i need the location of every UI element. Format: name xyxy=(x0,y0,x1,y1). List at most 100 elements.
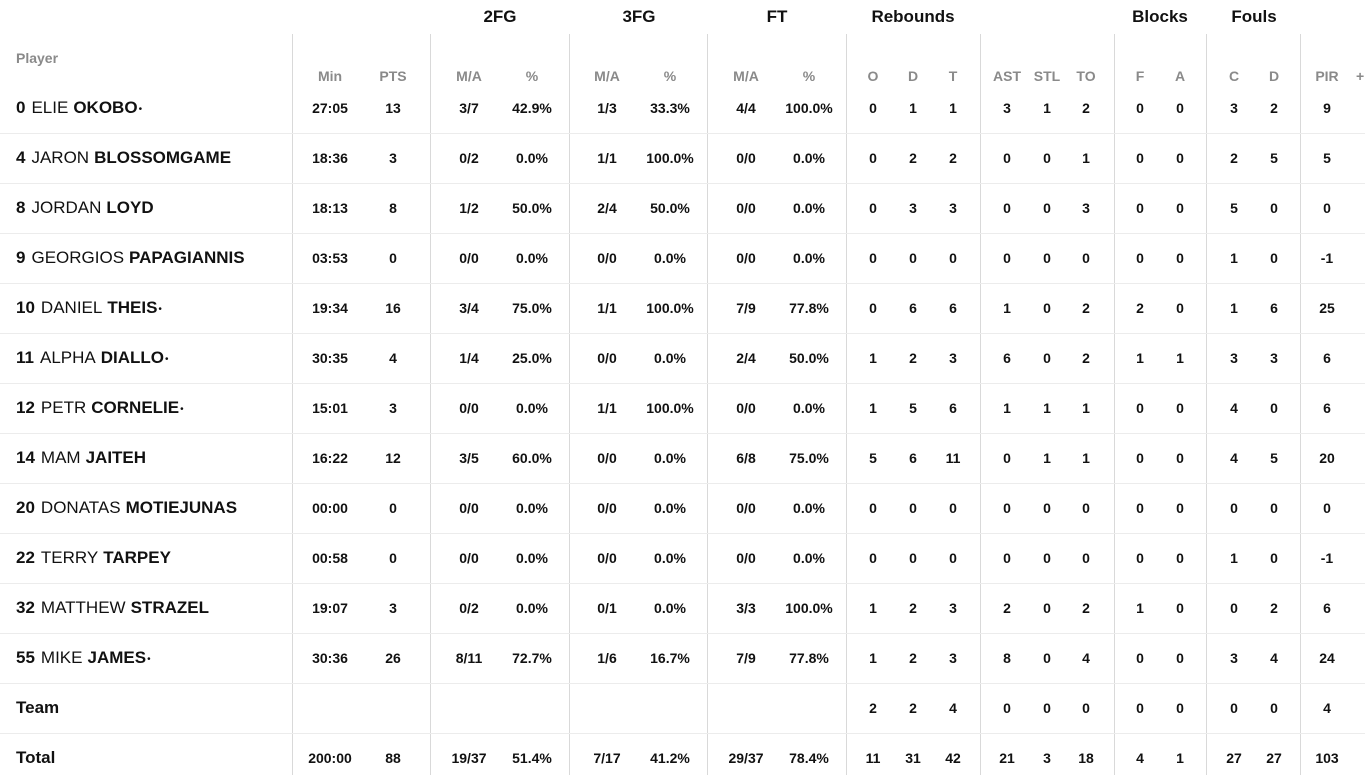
column-header[interactable]: TO xyxy=(1076,68,1096,84)
player-last-name: STRAZEL xyxy=(130,598,209,617)
column-header[interactable]: T xyxy=(948,68,958,84)
player-first-name: TERRY xyxy=(40,548,99,567)
player-name-link[interactable]: 10 DANIEL THEIS• xyxy=(16,298,162,318)
column-header[interactable]: PIR xyxy=(1315,68,1339,84)
column-header[interactable]: C xyxy=(1228,68,1240,84)
player-row-stat: 1 xyxy=(869,400,877,416)
group-header-2fg: 2FG xyxy=(483,7,517,26)
player-row-stat: 2 xyxy=(949,150,957,166)
player-name-link[interactable]: 22 TERRY TARPEY xyxy=(16,548,171,568)
column-divider xyxy=(292,34,293,775)
column-header[interactable]: AST xyxy=(993,68,1021,84)
player-row-stat: 6 xyxy=(1003,350,1011,366)
player-name-link[interactable]: 0 ELIE OKOBO• xyxy=(16,98,142,118)
player-first-name: MIKE xyxy=(40,648,83,667)
player-name-link[interactable]: 12 PETR CORNELIE• xyxy=(16,398,184,418)
column-header[interactable]: M/A xyxy=(733,68,759,84)
player-row-stat: 1 xyxy=(1003,400,1011,416)
column-header[interactable]: F xyxy=(1135,68,1145,84)
column-header[interactable]: D xyxy=(907,68,919,84)
player-name-link[interactable]: 4 JARON BLOSSOMGAME xyxy=(16,148,231,168)
column-divider xyxy=(707,34,708,775)
player-row-stat: 2 xyxy=(909,350,917,366)
player-row-stat: 0 xyxy=(1043,150,1051,166)
player-row-stat: 3 xyxy=(949,350,957,366)
column-header[interactable]: M/A xyxy=(594,68,620,84)
player-row-stat: 0.0% xyxy=(793,500,825,516)
player-row-stat: 0 xyxy=(949,550,957,566)
player-row-stat: 4 xyxy=(1082,650,1090,666)
player-row-stat: 0 xyxy=(389,250,397,266)
column-header[interactable]: Min xyxy=(317,68,343,84)
player-row-stat: 0/0 xyxy=(459,550,479,566)
player-row-stat: 75.0% xyxy=(789,450,829,466)
player-row-stat: 100.0% xyxy=(646,400,694,416)
player-row-stat: 6 xyxy=(1323,400,1331,416)
total-row-stat: 7/17 xyxy=(593,750,621,766)
player-row-stat: 7/9 xyxy=(736,300,756,316)
column-header[interactable]: A xyxy=(1174,68,1186,84)
team-row-stat: 0 xyxy=(1043,700,1051,716)
player-row-stat: 0 xyxy=(1176,650,1184,666)
player-name-link[interactable]: 9 GEORGIOS PAPAGIANNIS xyxy=(16,248,245,268)
expand-columns-button[interactable]: + xyxy=(1356,68,1365,84)
player-row-stat: 0.0% xyxy=(654,600,686,616)
player-row-stat: 3 xyxy=(389,600,397,616)
player-number: 10 xyxy=(16,298,35,317)
row-divider xyxy=(0,683,1365,684)
player-row-stat: 77.8% xyxy=(789,650,829,666)
column-header[interactable]: % xyxy=(802,68,816,84)
player-row-stat: 1 xyxy=(949,100,957,116)
column-header[interactable]: PTS xyxy=(379,68,407,84)
player-name-link[interactable]: 14 MAM JAITEH xyxy=(16,448,146,468)
player-row-stat: 2 xyxy=(909,600,917,616)
player-first-name: MAM xyxy=(40,448,81,467)
total-row-stat: 88 xyxy=(385,750,401,766)
group-header-ft: FT xyxy=(766,7,788,26)
player-row-stat: 11 xyxy=(945,450,961,466)
player-name-link[interactable]: 55 MIKE JAMES• xyxy=(16,648,151,668)
player-row-stat: 2 xyxy=(1136,300,1144,316)
column-header[interactable]: M/A xyxy=(456,68,482,84)
column-header[interactable]: % xyxy=(663,68,677,84)
player-row-stat: 6 xyxy=(909,300,917,316)
player-row-stat: 27:05 xyxy=(312,100,348,116)
player-row-stat: 6/8 xyxy=(736,450,756,466)
player-name-link[interactable]: 20 DONATAS MOTIEJUNAS xyxy=(16,498,237,518)
player-row-stat: 1/1 xyxy=(597,300,617,316)
player-row-stat: 0 xyxy=(1003,200,1011,216)
group-header-fouls: Fouls xyxy=(1231,7,1277,26)
player-last-name: OKOBO xyxy=(73,98,138,117)
player-row-stat: 33.3% xyxy=(650,100,690,116)
row-divider xyxy=(0,133,1365,134)
column-divider xyxy=(980,34,981,775)
column-header[interactable]: STL xyxy=(1033,68,1061,84)
total-row-stat: 42 xyxy=(945,750,961,766)
player-name-link[interactable]: 11 ALPHA DIALLO• xyxy=(16,348,169,368)
player-row-stat: 00:58 xyxy=(312,550,348,566)
player-row-stat: 3/5 xyxy=(459,450,479,466)
group-header-rebounds: Rebounds xyxy=(871,7,955,26)
player-row-stat: 0 xyxy=(1230,600,1238,616)
player-first-name: DANIEL xyxy=(40,298,103,317)
column-header[interactable]: D xyxy=(1268,68,1280,84)
player-row-stat: 0 xyxy=(869,250,877,266)
total-row-stat: 29/37 xyxy=(728,750,764,766)
player-row-stat: 4 xyxy=(1230,400,1238,416)
player-row-stat: 3 xyxy=(1270,350,1278,366)
player-row-stat: 0/0 xyxy=(459,500,479,516)
player-row-stat: 6 xyxy=(1323,600,1331,616)
player-row-stat: 0/0 xyxy=(736,150,756,166)
column-header[interactable]: % xyxy=(525,68,539,84)
player-row-stat: 1/3 xyxy=(597,100,617,116)
player-name-link[interactable]: 8 JORDAN LOYD xyxy=(16,198,154,218)
player-name-link[interactable]: 32 MATTHEW STRAZEL xyxy=(16,598,209,618)
player-row-stat: 0 xyxy=(869,500,877,516)
player-column-header[interactable]: Player xyxy=(16,50,59,66)
player-last-name: DIALLO xyxy=(100,348,165,367)
player-number: 9 xyxy=(16,248,26,267)
row-divider xyxy=(0,733,1365,734)
player-last-name: JAITEH xyxy=(85,448,147,467)
column-header[interactable]: O xyxy=(867,68,879,84)
player-number: 11 xyxy=(16,348,34,367)
